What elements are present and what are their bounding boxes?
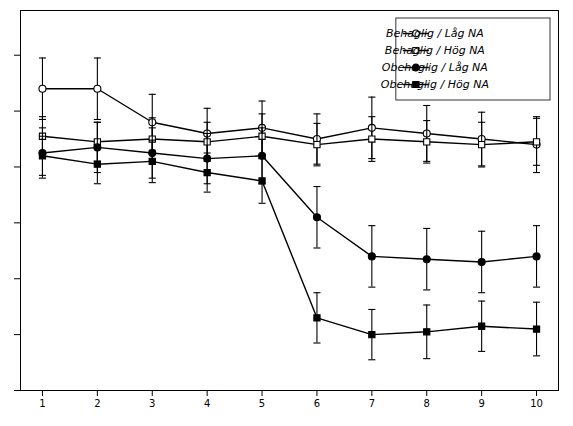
svg-text:7: 7 [369, 398, 375, 409]
svg-text:Obehaglig / Låg NA: Obehaglig / Låg NA [382, 61, 488, 74]
svg-text:Behaglig / Låg NA: Behaglig / Låg NA [386, 27, 484, 40]
svg-text:3: 3 [149, 398, 155, 409]
svg-text:4: 4 [204, 398, 210, 409]
svg-text:Behaglig / Hög NA: Behaglig / Hög NA [385, 44, 485, 57]
svg-text:10: 10 [530, 398, 543, 409]
svg-text:2: 2 [94, 398, 100, 409]
svg-text:9: 9 [478, 398, 484, 409]
svg-text:5: 5 [259, 398, 265, 409]
svg-text:Obehaglig / Hög NA: Obehaglig / Hög NA [381, 78, 489, 91]
svg-text:6: 6 [314, 398, 320, 409]
svg-text:8: 8 [424, 398, 430, 409]
svg-text:1: 1 [39, 398, 45, 409]
